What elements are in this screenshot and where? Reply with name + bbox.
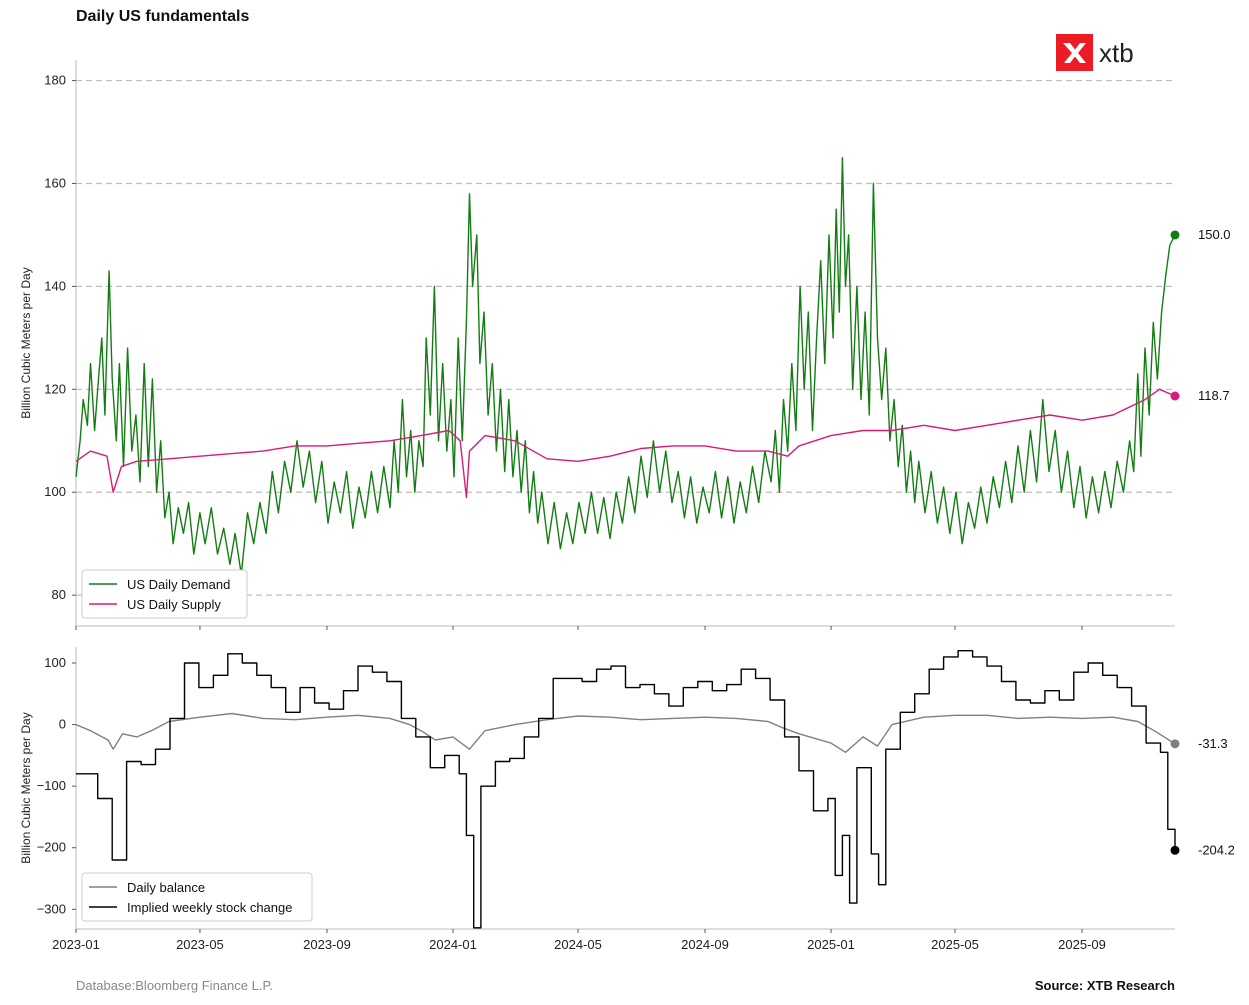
series-end-label: -204.2 xyxy=(1198,842,1235,857)
y-tick-label: −200 xyxy=(37,840,66,855)
y-tick-label: 100 xyxy=(44,484,66,499)
y-axis-label: Billion Cubic Meters per Day xyxy=(19,712,33,863)
y-tick-label: 180 xyxy=(44,73,66,88)
x-tick-label: 2025-01 xyxy=(807,937,855,952)
x-tick-label: 2023-09 xyxy=(303,937,351,952)
xtb-logo-cross xyxy=(1063,43,1086,63)
footer-source: Source: XTB Research xyxy=(1034,978,1175,993)
y-tick-label: 80 xyxy=(52,587,66,602)
series-end-label: 150.0 xyxy=(1198,227,1231,242)
bottom-panel: −300 −200 −100 0 100 2023-01 2023-05 2023-09 202… xyxy=(19,647,1235,952)
series-line-us-daily-demand xyxy=(75,157,1176,576)
legend-entry: Daily balance xyxy=(127,880,205,895)
x-tick-label: 2023-05 xyxy=(176,937,224,952)
x-tick-label: 2025-05 xyxy=(931,937,979,952)
series-end-label: -31.3 xyxy=(1198,736,1228,751)
x-tick-label: 2025-09 xyxy=(1058,937,1106,952)
x-tick-label: 2024-01 xyxy=(429,937,477,952)
legend-entry: US Daily Supply xyxy=(127,597,221,612)
xtb-logo-text: xtb xyxy=(1099,38,1134,68)
legend-entry: Implied weekly stock change xyxy=(127,900,292,915)
y-tick-label: −300 xyxy=(37,901,66,916)
legend-box xyxy=(81,872,313,922)
series-end-marker xyxy=(1170,391,1180,401)
page-title: Daily US fundamentals xyxy=(76,8,250,25)
series-line-us-daily-supply xyxy=(75,388,1176,499)
series-end-marker xyxy=(1170,230,1180,240)
footer-source-database: Database:Bloomberg Finance L.P. xyxy=(76,978,274,993)
series-line-implied-weekly-stock-change xyxy=(76,650,1176,929)
y-tick-label: −100 xyxy=(37,778,66,793)
top-panel: 80 100 120 140 160 180 Billion Cubic Meters pe… xyxy=(19,60,1231,630)
series-line-daily-balance xyxy=(75,712,1176,753)
x-tick-label: 2024-09 xyxy=(681,937,729,952)
legend-box xyxy=(81,569,248,619)
series-end-label: 118.7 xyxy=(1198,388,1230,403)
x-tick-label: 2024-05 xyxy=(554,937,602,952)
x-tick-label: 2023-01 xyxy=(52,937,100,952)
series-end-marker xyxy=(1170,845,1180,855)
series-end-marker xyxy=(1170,739,1180,749)
xtb-logo: xtb xyxy=(1056,34,1134,71)
y-tick-label: 0 xyxy=(59,717,66,732)
y-tick-label: 120 xyxy=(44,381,66,396)
y-tick-label: 100 xyxy=(44,655,66,670)
y-tick-label: 140 xyxy=(44,278,66,293)
y-axis-label: Billion Cubic Meters per Day xyxy=(19,267,33,418)
legend-entry: US Daily Demand xyxy=(127,577,230,592)
y-tick-label: 160 xyxy=(44,175,66,190)
